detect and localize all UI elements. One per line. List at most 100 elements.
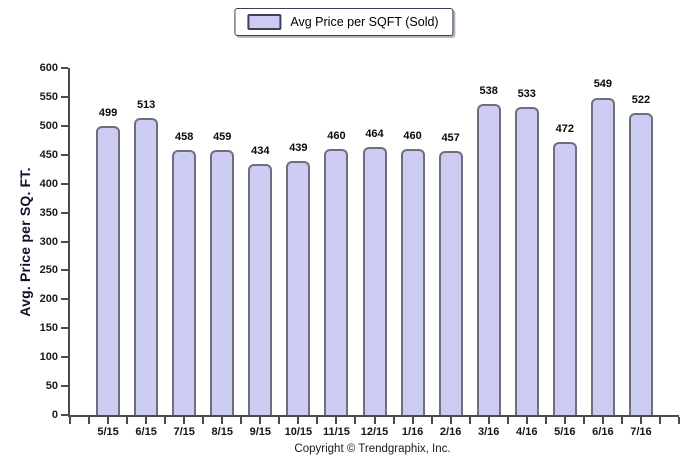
y-axis-tick-label: 50 <box>45 380 58 393</box>
x-axis-tick <box>411 417 414 424</box>
y-axis-tick <box>61 385 68 388</box>
bar-value-label: 457 <box>441 131 460 144</box>
x-axis-category-label: 7/15 <box>173 426 195 438</box>
x-axis-tick <box>620 417 623 424</box>
y-axis-tick <box>61 67 68 69</box>
legend: Avg Price per SQFT (Sold) <box>234 8 454 36</box>
bar <box>248 164 273 415</box>
x-axis-category-label: 6/16 <box>592 426 614 438</box>
y-axis-tick-label: 450 <box>39 148 58 161</box>
bar <box>400 148 425 415</box>
bar <box>590 97 615 415</box>
y-axis-tick <box>61 211 68 214</box>
x-axis-tick <box>107 417 110 424</box>
x-axis-category-label: 2/16 <box>439 426 462 438</box>
x-axis-tick <box>582 417 585 424</box>
bar-value-label: 458 <box>175 131 194 144</box>
y-axis-tick-label: 600 <box>39 62 58 74</box>
y-axis-tick <box>61 153 68 156</box>
legend-label: Avg Price per SQFT (Sold) <box>290 15 439 29</box>
x-axis-tick <box>430 417 433 424</box>
x-axis-tick <box>183 417 186 424</box>
x-axis-tick <box>240 417 243 424</box>
x-axis-tick <box>658 417 661 424</box>
bar <box>172 150 197 415</box>
legend-swatch-icon <box>247 14 282 30</box>
x-axis-tick <box>544 417 547 424</box>
x-axis-category-label: 9/15 <box>249 426 272 438</box>
y-axis-tick-label: 150 <box>39 322 58 335</box>
x-axis-tick <box>221 417 224 424</box>
y-axis-tick <box>61 327 68 330</box>
y-axis-tick <box>61 124 68 127</box>
x-axis-tick <box>126 417 129 424</box>
y-axis-tick-label: 500 <box>39 119 58 132</box>
x-axis-tick <box>297 417 300 424</box>
x-axis-category-label: 3/16 <box>477 426 500 438</box>
x-axis-tick <box>88 417 91 424</box>
bar-value-label: 549 <box>593 78 613 91</box>
y-axis-tick <box>61 95 68 98</box>
x-axis-tick <box>164 417 167 424</box>
x-axis-tick <box>639 417 642 424</box>
bar <box>438 150 463 415</box>
copyright-text: Copyright © Trendgraphix, Inc. <box>294 443 451 455</box>
x-axis-tick <box>468 417 471 424</box>
x-axis-tick <box>678 417 680 424</box>
x-axis-tick <box>487 417 490 424</box>
x-axis-tick <box>601 417 604 424</box>
y-axis-tick <box>61 240 68 243</box>
x-axis-tick <box>506 417 509 424</box>
x-axis-tick <box>145 417 148 424</box>
x-axis-tick <box>202 417 205 424</box>
y-axis-tick-label: 550 <box>39 90 58 103</box>
bar <box>324 148 349 415</box>
bar <box>286 161 311 415</box>
y-axis-tick-label: 350 <box>39 206 58 219</box>
y-axis-tick-label: 0 <box>51 409 58 421</box>
bar-value-label: 472 <box>555 123 574 136</box>
x-axis-tick <box>449 417 452 424</box>
bar-value-label: 434 <box>251 145 270 157</box>
x-axis-tick <box>316 417 319 424</box>
bar <box>210 149 235 415</box>
y-axis-tick <box>61 182 68 185</box>
y-axis-tick <box>61 298 68 301</box>
x-axis-category-label: 8/15 <box>211 426 233 438</box>
x-axis-tick <box>563 417 566 424</box>
x-axis-category-label: 1/16 <box>401 426 424 438</box>
plot-area: 0 50 100 150 200 250 300 350 400 450 500 550 600 499 5… <box>40 62 680 438</box>
x-axis-tick <box>373 417 376 424</box>
x-axis-tick <box>259 417 262 424</box>
y-axis-tick-label: 400 <box>39 177 58 190</box>
x-axis-category-label: 5/16 <box>554 426 576 438</box>
y-axis-tick-label: 200 <box>39 293 58 306</box>
x-axis-category-label: 5/15 <box>97 426 119 438</box>
bar-value-label: 439 <box>289 142 308 155</box>
bar <box>476 103 501 415</box>
x-axis-category-label: 7/16 <box>630 426 652 438</box>
x-axis-category-label: 11/15 <box>322 426 350 438</box>
x-axis-category-label: 4/16 <box>516 426 538 438</box>
bar-value-label: 464 <box>365 127 384 140</box>
bar <box>134 118 159 415</box>
x-axis-tick <box>335 417 338 424</box>
bar-value-label: 538 <box>479 84 498 97</box>
bar-value-label: 513 <box>136 99 156 112</box>
x-axis-category-label: 12/15 <box>360 426 389 438</box>
x-axis-tick <box>525 417 528 424</box>
y-axis-tick-label: 100 <box>39 351 58 364</box>
y-axis-tick <box>61 414 68 416</box>
y-axis-tick <box>61 269 68 272</box>
bar-value-label: 499 <box>98 107 118 120</box>
bar-value-label: 522 <box>631 94 651 107</box>
y-axis-tick <box>61 356 68 359</box>
bar-value-label: 533 <box>517 87 536 100</box>
y-axis-tick-label: 250 <box>39 264 58 277</box>
bar-value-label: 460 <box>403 129 422 142</box>
bar <box>514 106 539 415</box>
bar <box>552 142 577 415</box>
x-axis-tick <box>354 417 357 424</box>
bar-value-label: 459 <box>213 130 232 143</box>
